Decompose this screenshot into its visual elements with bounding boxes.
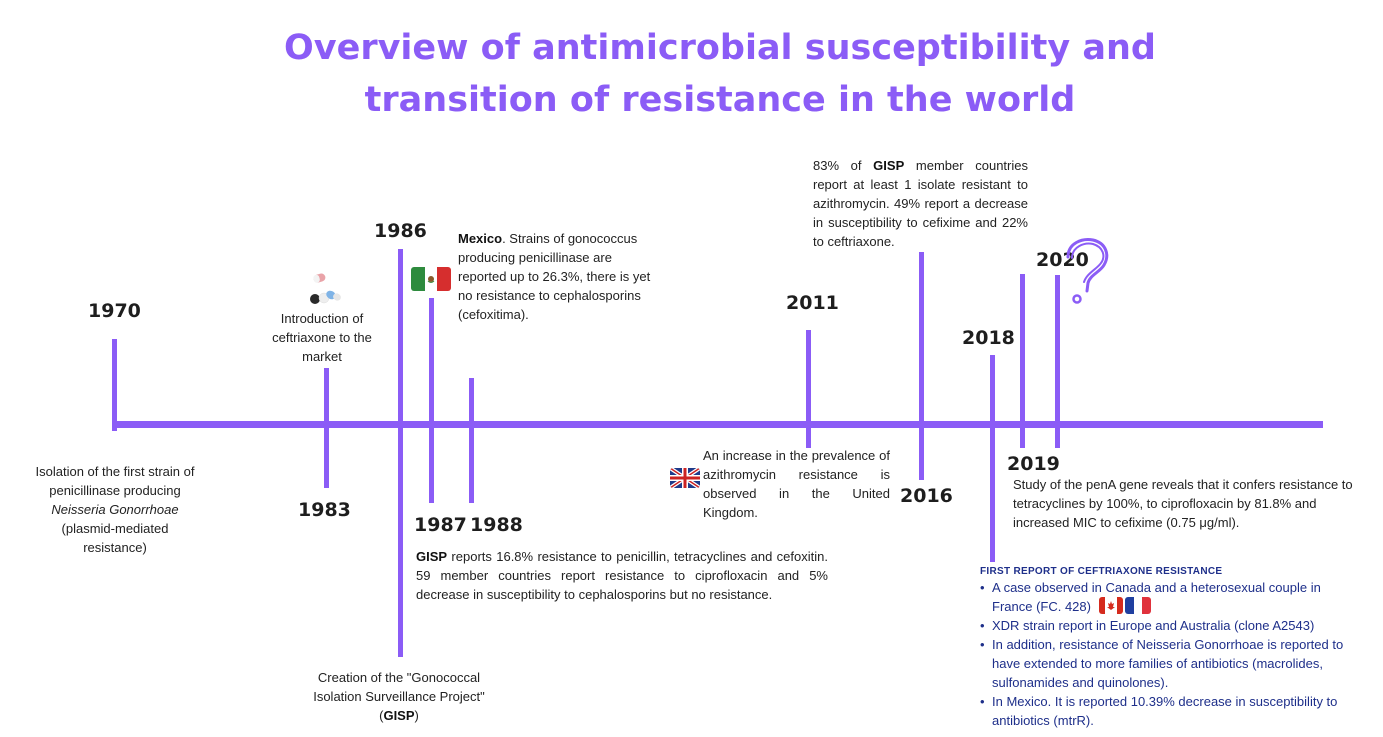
report-item-2: XDR strain report in Europe and Australi… [992, 618, 1315, 633]
marker-1987 [429, 298, 434, 503]
uk-flag-icon [670, 468, 700, 488]
year-1986: 1986 [374, 220, 427, 242]
list-item: In Mexico. It is reported 10.39% decreas… [980, 692, 1352, 730]
event-1970-organism: Neisseria Gonorrhoae [51, 502, 179, 517]
marker-1983 [324, 368, 329, 488]
marker-2011 [806, 330, 811, 448]
event-1970-line2: penicillinase producing [49, 483, 181, 498]
pills-icon [300, 272, 348, 308]
timeline-axis [113, 421, 1323, 428]
year-2016: 2016 [900, 485, 953, 507]
canada-flag-icon [1098, 597, 1123, 614]
event-1986: Creation of the "Gonococcal Isolation Su… [306, 668, 492, 725]
marker-2020 [1055, 275, 1060, 448]
year-2011: 2011 [786, 292, 839, 314]
title-line-2: transition of resistance in the world [364, 80, 1076, 120]
title-line-1: Overview of antimicrobial susceptibility… [284, 28, 1156, 68]
event-2016-gisp: GISP [873, 158, 905, 173]
event-2016: 83% of GISP member countries report at l… [813, 156, 1028, 251]
marker-2019 [1020, 274, 1025, 448]
list-item: In addition, resistance of Neisseria Gon… [980, 635, 1352, 692]
event-1970-line4: (plasmid-mediated [61, 521, 169, 536]
event-1983: Introduction of ceftriaxone to the marke… [272, 311, 372, 364]
report-item-1: A case observed in Canada and a heterose… [992, 580, 1321, 614]
year-2020: 2020 [1036, 249, 1089, 271]
event-1988-gisp: GISP [416, 549, 448, 564]
event-2016-text: 83% of [813, 158, 874, 173]
event-1988: GISP reports 16.8% resistance to penicil… [416, 547, 828, 604]
year-1970: 1970 [88, 300, 141, 322]
france-flag-icon [1124, 597, 1151, 614]
report-2018-heading: FIRST REPORT OF CEFTRIAXONE RESISTANCE [980, 566, 1223, 577]
list-item: A case observed in Canada and a heterose… [980, 578, 1352, 616]
year-1988: 1988 [470, 514, 523, 536]
marker-1988 [469, 378, 474, 503]
list-item: XDR strain report in Europe and Australi… [980, 616, 1352, 635]
event-1987-country: Mexico [458, 231, 503, 246]
marker-1986 [398, 249, 403, 657]
mexico-flag-icon [411, 267, 451, 291]
report-2018-list: A case observed in Canada and a heterose… [980, 578, 1352, 730]
year-1983: 1983 [298, 499, 351, 521]
event-2011: An increase in the prevalence of azithro… [703, 448, 890, 520]
report-item-4: In Mexico. It is reported 10.39% decreas… [992, 694, 1338, 728]
year-2019: 2019 [1007, 453, 1060, 475]
event-1986-close: ) [414, 708, 419, 723]
year-2018: 2018 [962, 327, 1015, 349]
event-1987: Mexico. Strains of gonococcus producing … [458, 229, 658, 324]
question-mark-icon [1060, 235, 1116, 307]
event-2019: Study of the penA gene reveals that it c… [1013, 477, 1353, 530]
event-1970-line5: resistance) [83, 540, 147, 555]
event-2016-text-after: member countries report at least 1 isola… [813, 158, 1028, 249]
event-1988-text: reports 16.8% resistance to penicillin, … [416, 549, 828, 602]
report-item-3: In addition, resistance of Neisseria Gon… [992, 637, 1344, 690]
marker-2018 [990, 355, 995, 562]
event-1986-text: Creation of the "Gonococcal Isolation Su… [313, 670, 485, 723]
event-1986-gisp: GISP [383, 708, 415, 723]
event-1970-line1: Isolation of the first strain of [35, 464, 195, 479]
page-title: Overview of antimicrobial susceptibility… [0, 22, 1383, 126]
event-1970: Isolation of the first strain of penicil… [20, 462, 210, 557]
year-1987: 1987 [414, 514, 467, 536]
marker-2016 [919, 252, 924, 480]
event-1987-text: . Strains of gonococcus producing penici… [458, 231, 651, 322]
marker-1970 [112, 339, 117, 431]
